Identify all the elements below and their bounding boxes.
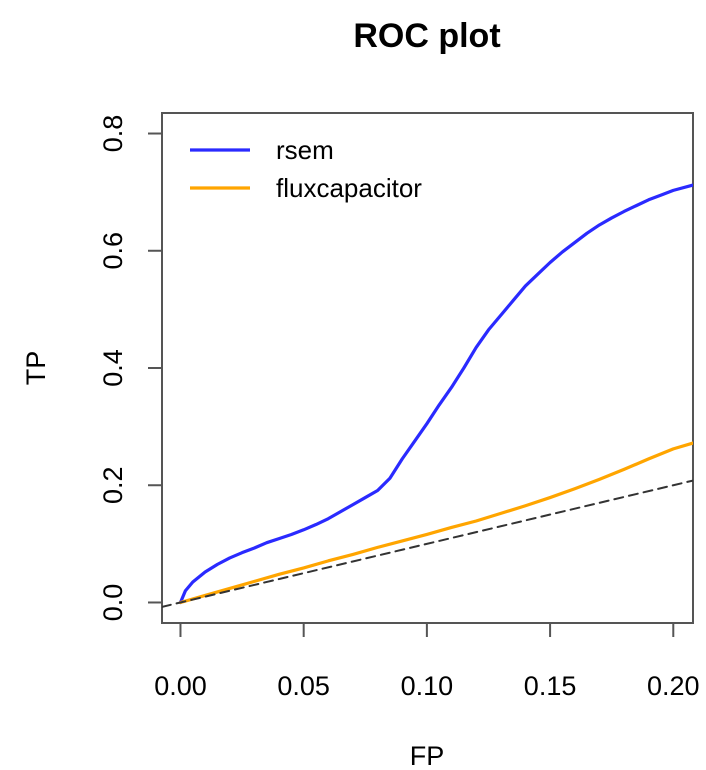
x-tick-label: 0.10 bbox=[401, 671, 454, 701]
x-tick-label: 0.20 bbox=[647, 671, 700, 701]
y-axis-label: TP bbox=[21, 351, 51, 386]
series-layer bbox=[162, 183, 693, 608]
series-line-rsem bbox=[178, 183, 693, 605]
reference-diagonal-line bbox=[162, 479, 693, 608]
x-axis-label: FP bbox=[410, 741, 445, 770]
chart-title: ROC plot bbox=[353, 17, 500, 55]
y-axis: 0.0 0.2 0.4 0.6 0.8 bbox=[98, 115, 162, 622]
legend-label-fluxcapacitor: fluxcapacitor bbox=[276, 173, 422, 203]
x-tick-label: 0.05 bbox=[277, 671, 330, 701]
y-tick-label: 0.4 bbox=[98, 349, 128, 387]
y-tick-label: 0.6 bbox=[98, 232, 128, 270]
y-tick-label: 0.0 bbox=[98, 584, 128, 622]
legend-label-rsem: rsem bbox=[276, 135, 334, 165]
y-tick-label: 0.2 bbox=[98, 466, 128, 504]
x-axis: 0.00 0.05 0.10 0.15 0.20 bbox=[154, 623, 700, 701]
legend: rsem fluxcapacitor bbox=[190, 135, 422, 203]
x-tick-label: 0.15 bbox=[524, 671, 577, 701]
y-tick-label: 0.8 bbox=[98, 115, 128, 153]
x-tick-label: 0.00 bbox=[154, 671, 207, 701]
series-line-fluxcapacitor bbox=[178, 441, 693, 605]
